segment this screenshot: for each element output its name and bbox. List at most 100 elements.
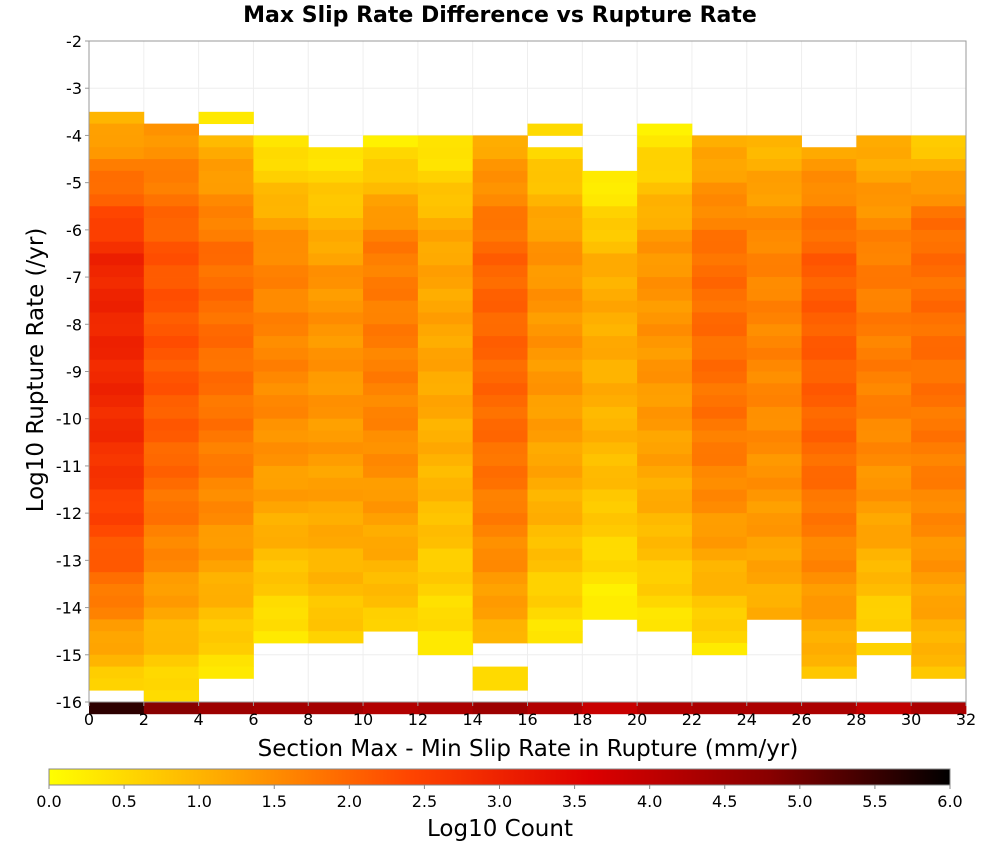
heatmap-cell xyxy=(856,430,912,443)
heatmap-cell xyxy=(856,513,912,526)
heatmap-cell xyxy=(417,206,474,219)
heatmap-cell xyxy=(801,395,857,408)
heatmap-cell xyxy=(856,253,912,266)
colorbar-tick-label: 3.0 xyxy=(487,792,512,811)
x-tick-label: 20 xyxy=(627,710,647,729)
x-tick-label: 10 xyxy=(353,710,373,729)
heatmap-cell xyxy=(637,324,693,337)
y-tick-label: -14 xyxy=(56,599,82,618)
heatmap-cell xyxy=(198,572,254,585)
heatmap-cell xyxy=(89,371,145,384)
heatmap-cell xyxy=(198,241,254,254)
heatmap-cell xyxy=(198,359,254,372)
heatmap-cell xyxy=(637,229,693,243)
heatmap-cell xyxy=(89,347,145,361)
heatmap-cell xyxy=(143,347,200,361)
heatmap-cell xyxy=(911,702,967,715)
heatmap-cell xyxy=(691,182,748,195)
heatmap-cell xyxy=(472,218,528,231)
heatmap-cell xyxy=(637,465,693,479)
heatmap-cell xyxy=(637,135,693,148)
heatmap-cell xyxy=(198,395,254,408)
heatmap-cell xyxy=(253,383,309,396)
heatmap-cell xyxy=(856,572,912,585)
heatmap-cell xyxy=(253,206,309,219)
heatmap-cell xyxy=(363,347,419,361)
heatmap-cell xyxy=(746,147,802,160)
heatmap-cell xyxy=(801,465,857,479)
heatmap-cell xyxy=(198,170,254,184)
heatmap-cell xyxy=(691,159,748,172)
heatmap-cell xyxy=(198,312,254,325)
heatmap-cell xyxy=(308,253,364,266)
heatmap-cell xyxy=(363,182,419,195)
heatmap-cell xyxy=(417,536,474,549)
heatmap-cell xyxy=(746,359,802,372)
heatmap-cell xyxy=(143,265,200,278)
heatmap-cell xyxy=(637,607,693,620)
heatmap-cell xyxy=(472,135,528,148)
heatmap-cell xyxy=(911,465,967,479)
heatmap-cell xyxy=(691,253,748,266)
heatmap-cell xyxy=(582,501,638,514)
heatmap-cell xyxy=(417,159,474,172)
heatmap-cell xyxy=(856,359,912,372)
heatmap-cell xyxy=(89,501,145,514)
heatmap-cell xyxy=(308,395,364,408)
heatmap-cell xyxy=(198,206,254,219)
heatmap-cell xyxy=(527,607,583,620)
heatmap-cell xyxy=(253,524,309,538)
heatmap-cell xyxy=(472,300,528,313)
heatmap-cell xyxy=(417,324,474,337)
chart-title: Max Slip Rate Difference vs Rupture Rate xyxy=(243,3,757,28)
heatmap-cell xyxy=(143,501,200,514)
heatmap-cell xyxy=(363,560,419,573)
heatmap-cell xyxy=(527,583,583,597)
heatmap-cell xyxy=(856,607,912,620)
y-tick-label: -12 xyxy=(56,504,82,523)
heatmap-cell xyxy=(417,147,474,160)
heatmap-cell xyxy=(801,454,857,467)
heatmap-cell xyxy=(911,159,967,172)
heatmap-cell xyxy=(253,277,309,290)
heatmap-cell xyxy=(582,702,638,715)
heatmap-cell xyxy=(527,147,583,160)
colorbar-tick-label: 6.0 xyxy=(937,792,962,811)
heatmap-cell xyxy=(143,595,200,608)
heatmap-cell xyxy=(527,159,583,172)
heatmap-cell xyxy=(472,489,528,502)
heatmap-cell xyxy=(801,560,857,573)
heatmap-cell xyxy=(198,513,254,526)
heatmap-cell xyxy=(637,383,693,396)
heatmap-cell xyxy=(746,253,802,266)
heatmap-cell xyxy=(472,465,528,479)
colorbar-label: Log10 Count xyxy=(427,816,573,842)
heatmap-cell xyxy=(856,465,912,479)
heatmap-cell xyxy=(198,477,254,490)
heatmap-cell xyxy=(691,477,748,490)
heatmap-cell xyxy=(801,654,857,667)
y-tick-label: -8 xyxy=(66,315,82,334)
heatmap-cell xyxy=(89,642,145,656)
heatmap-cell xyxy=(637,170,693,184)
heatmap-cell xyxy=(253,572,309,585)
heatmap-cell xyxy=(527,513,583,526)
y-axis-ticks: -2 -3 -4 -5 -6 -7 -8 -9 -10 -11 -12 -13 -14 -15 -16 xyxy=(56,32,89,712)
heatmap-cell xyxy=(691,607,748,620)
heatmap-cell xyxy=(527,465,583,479)
heatmap-cell xyxy=(253,406,309,420)
heatmap-cell xyxy=(801,572,857,585)
heatmap-cell xyxy=(746,406,802,420)
heatmap-cell xyxy=(89,312,145,325)
heatmap-cell xyxy=(582,170,638,184)
heatmap-cell xyxy=(582,194,638,207)
heatmap-cell xyxy=(856,147,912,160)
heatmap-cell xyxy=(856,595,912,608)
heatmap-cell xyxy=(746,194,802,207)
heatmap-cell xyxy=(472,430,528,443)
heatmap-cell xyxy=(143,206,200,219)
heatmap-cell xyxy=(417,560,474,573)
heatmap-cell xyxy=(253,501,309,514)
heatmap-cell xyxy=(253,182,309,195)
heatmap-cell xyxy=(472,147,528,160)
